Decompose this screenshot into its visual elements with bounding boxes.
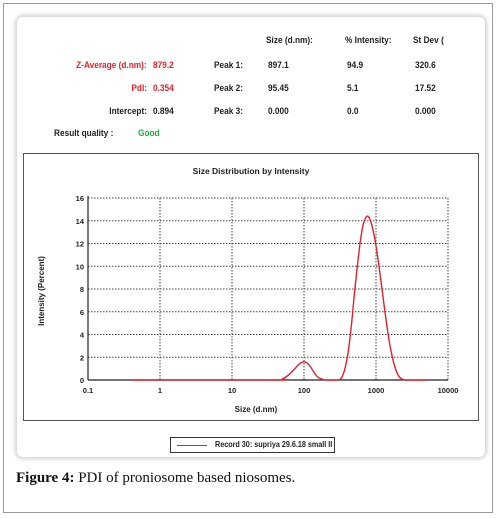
y-tick-label-16: 16 [76, 194, 84, 203]
peak-3-intensity: 0.0 [347, 106, 359, 116]
y-tick-label-14: 14 [76, 217, 85, 226]
size-column-header: Size (d.nm): [266, 35, 313, 45]
y-tick-label-2: 2 [80, 353, 84, 362]
peak-1-stdev: 320.6 [415, 60, 436, 70]
chart-legend: Record 30: supriya 29.6.18 small II [170, 437, 335, 453]
size-distribution-chart: Size Distribution by Intensity Size (d.n… [23, 153, 479, 421]
legend-series-label: Record 30: supriya 29.6.18 small II [215, 440, 333, 449]
pdi-label: PdI: [131, 83, 147, 93]
y-tick-label-0: 0 [80, 376, 84, 385]
y-tick-label-12: 12 [76, 240, 84, 249]
z-average-value: 879.2 [153, 60, 174, 70]
stdev-column-header: St Dev ( [413, 35, 444, 45]
pdi-value: 0.354 [153, 83, 174, 93]
chart-svg: Size Distribution by Intensity Size (d.n… [37, 166, 459, 414]
y-tick-label-10: 10 [76, 262, 84, 271]
x-tick-label-1000: 1000 [368, 386, 385, 395]
malvern-report-panel: Size (d.nm): % Intensity: St Dev ( Z-Ave… [17, 17, 485, 457]
y-tick-label-6: 6 [80, 308, 84, 317]
z-average-label: Z-Average (d.nm): [76, 60, 147, 70]
peak-3-size: 0.000 [268, 106, 289, 116]
result-quality-value: Good [138, 128, 160, 138]
x-axis-label: Size (d.nm) [235, 405, 278, 414]
intercept-value: 0.894 [153, 106, 174, 116]
y-tick-label-8: 8 [80, 285, 84, 294]
x-tick-label-10000: 10000 [438, 386, 459, 395]
figure-caption: Figure 4: PDI of proniosome based niosom… [16, 470, 295, 487]
figure-caption-label: Figure 4: [16, 470, 75, 486]
series-line-0 [131, 215, 427, 381]
y-tick-label-4: 4 [80, 331, 85, 340]
figure-frame: Size (d.nm): % Intensity: St Dev ( Z-Ave… [3, 3, 493, 513]
peak-1-intensity: 94.9 [347, 60, 364, 70]
peak-3-label: Peak 3: [214, 106, 244, 116]
chart-title: Size Distribution by Intensity [193, 166, 310, 176]
peak-2-intensity: 5.1 [347, 83, 359, 93]
peak-1-size: 897.1 [268, 60, 289, 70]
intercept-label: Intercept: [109, 106, 147, 116]
x-tick-label-0.1: 0.1 [83, 386, 93, 395]
peak-2-stdev: 17.52 [415, 83, 436, 93]
result-quality-label: Result quality : [54, 128, 114, 138]
x-tick-label-10: 10 [228, 386, 236, 395]
legend-line-swatch [177, 445, 207, 446]
intensity-column-header: % Intensity: [345, 35, 392, 45]
figure-caption-text: PDI of proniosome based niosomes. [78, 470, 296, 486]
peak-2-label: Peak 2: [214, 83, 244, 93]
peak-3-stdev: 0.000 [415, 106, 436, 116]
peak-1-label: Peak 1: [214, 60, 244, 70]
x-tick-label-100: 100 [298, 386, 311, 395]
x-tick-label-1: 1 [158, 386, 162, 395]
y-axis-label: Intensity (Percent) [37, 256, 46, 326]
peak-2-size: 95.45 [268, 83, 289, 93]
